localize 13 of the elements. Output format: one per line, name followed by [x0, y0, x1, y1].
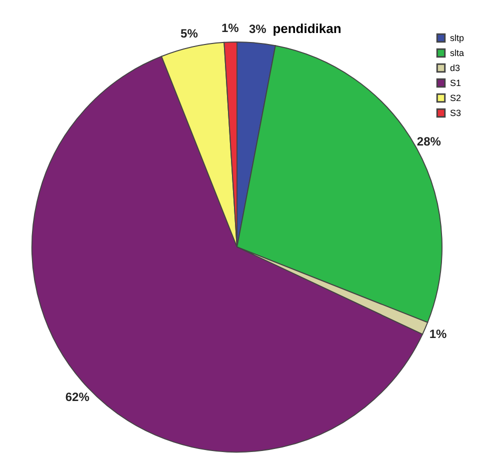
data-label: 1%	[221, 21, 240, 36]
chart-title: pendidikan	[272, 21, 342, 36]
legend-label: d3	[450, 63, 460, 73]
data-label: 3%	[248, 22, 267, 36]
data-label: 1%	[429, 326, 447, 341]
legend-label: sltp	[450, 33, 464, 43]
data-label: 28%	[416, 134, 442, 148]
data-label: 62%	[65, 390, 90, 404]
legend-label: S2	[450, 93, 462, 103]
legend-label: slta	[450, 48, 464, 58]
legend-label: S1	[450, 78, 462, 88]
data-label: 5%	[180, 26, 198, 40]
legend-label: S3	[450, 108, 462, 118]
